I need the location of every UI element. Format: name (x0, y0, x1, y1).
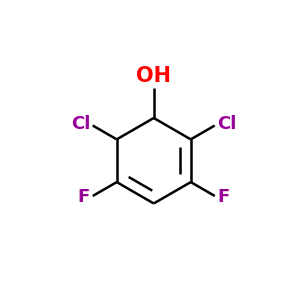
Text: OH: OH (136, 66, 171, 86)
Text: F: F (218, 188, 230, 206)
Text: Cl: Cl (217, 116, 236, 134)
Text: F: F (78, 188, 90, 206)
Text: Cl: Cl (71, 116, 90, 134)
